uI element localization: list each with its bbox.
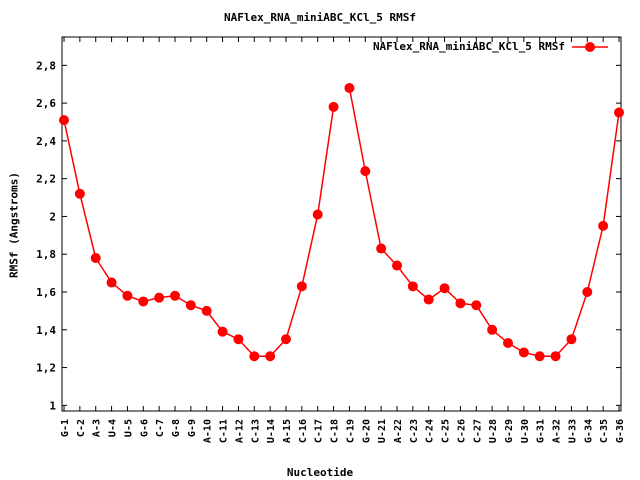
y-tick-label: 1,4 (36, 324, 56, 337)
data-point (566, 334, 577, 345)
data-point (471, 300, 482, 311)
x-tick-label: C-27 (472, 419, 483, 443)
data-point (201, 305, 212, 316)
data-point (265, 351, 276, 362)
x-tick-label: C-2 (76, 419, 87, 437)
x-tick-label: C-35 (599, 419, 610, 443)
x-tick-label: C-24 (425, 419, 436, 443)
y-tick-label: 1,2 (36, 362, 56, 375)
data-point (423, 294, 434, 305)
x-tick-label: A-3 (92, 419, 103, 437)
data-point (170, 290, 180, 301)
data-point (503, 338, 513, 348)
x-tick-label: G-36 (615, 419, 626, 443)
data-point (59, 115, 69, 126)
x-tick-label: G-31 (536, 419, 547, 443)
chart-title: NAFlex_RNA_miniABC_KCl_5 RMSf (223, 11, 417, 24)
x-tick-label: C-16 (298, 419, 309, 443)
x-tick-label: U-5 (123, 419, 134, 437)
data-point (122, 290, 133, 301)
x-tick-label: A-15 (282, 419, 293, 443)
y-tick-label: 1,8 (36, 248, 56, 261)
data-point (185, 300, 196, 311)
x-tick-label: C-19 (345, 419, 356, 443)
y-tick-label: 2,2 (36, 173, 56, 186)
y-tick-label: 1 (49, 399, 56, 412)
x-tick-label: U-4 (108, 419, 119, 437)
x-tick-label: C-13 (250, 419, 261, 443)
x-tick-label: C-7 (155, 419, 166, 437)
data-point (582, 287, 593, 297)
data-point (360, 166, 371, 177)
data-point (312, 209, 323, 220)
series-line (348, 87, 620, 357)
data-point (455, 298, 466, 309)
x-tick-label: U-21 (377, 419, 388, 443)
x-tick-label: U-14 (266, 419, 277, 443)
y-tick-label: 2,6 (36, 97, 56, 110)
x-tick-label: C-18 (330, 419, 341, 443)
x-tick-label: C-11 (219, 419, 230, 443)
x-tick-label: C-25 (441, 419, 452, 443)
series-line (63, 106, 335, 357)
data-point (598, 220, 609, 231)
legend-label: NAFlex_RNA_miniABC_KCl_5 RMSf (372, 40, 565, 53)
x-tick-label: G-9 (187, 419, 198, 437)
data-point (296, 281, 307, 292)
data-point (439, 283, 450, 294)
x-tick-label: C-17 (314, 419, 325, 443)
x-tick-label: U-33 (567, 419, 578, 443)
x-tick-label: U-30 (520, 419, 531, 443)
x-tick-label: G-1 (60, 419, 71, 437)
data-point (249, 351, 260, 362)
plot-frame (61, 36, 622, 412)
data-point (534, 351, 545, 362)
x-tick-label: G-29 (504, 419, 515, 443)
x-axis-label: Nucleotide (286, 466, 354, 479)
data-point (487, 324, 498, 335)
x-tick-label: A-12 (234, 419, 245, 443)
data-point (217, 326, 228, 337)
data-point (344, 83, 355, 93)
y-tick-label: 2,8 (36, 59, 56, 72)
data-point (550, 351, 561, 362)
x-tick-label: A-32 (552, 419, 563, 443)
data-point (138, 296, 149, 307)
data-point (407, 281, 418, 292)
data-point (90, 253, 101, 263)
x-tick-label: G-34 (583, 419, 594, 443)
data-point (376, 243, 387, 254)
x-tick-label: C-23 (409, 419, 420, 443)
data-point (281, 334, 291, 345)
data-point (106, 277, 117, 288)
y-tick-label: 2,4 (36, 135, 56, 148)
x-tick-label: C-26 (456, 419, 467, 443)
x-tick-label: A-22 (393, 419, 404, 443)
data-point (154, 292, 165, 303)
data-point (614, 107, 624, 118)
data-point (74, 188, 85, 199)
x-tick-label: G-8 (171, 419, 182, 437)
y-tick-label: 1,6 (36, 286, 56, 299)
data-point (328, 101, 339, 112)
data-point (233, 334, 244, 345)
y-tick-label: 2 (49, 210, 56, 223)
legend-marker (585, 42, 595, 52)
x-tick-label: U-28 (488, 419, 499, 443)
x-tick-label: A-10 (203, 419, 214, 443)
x-tick-label: G-6 (139, 419, 150, 437)
data-point (518, 347, 529, 358)
x-tick-label: G-20 (361, 419, 372, 443)
data-point (392, 260, 402, 271)
